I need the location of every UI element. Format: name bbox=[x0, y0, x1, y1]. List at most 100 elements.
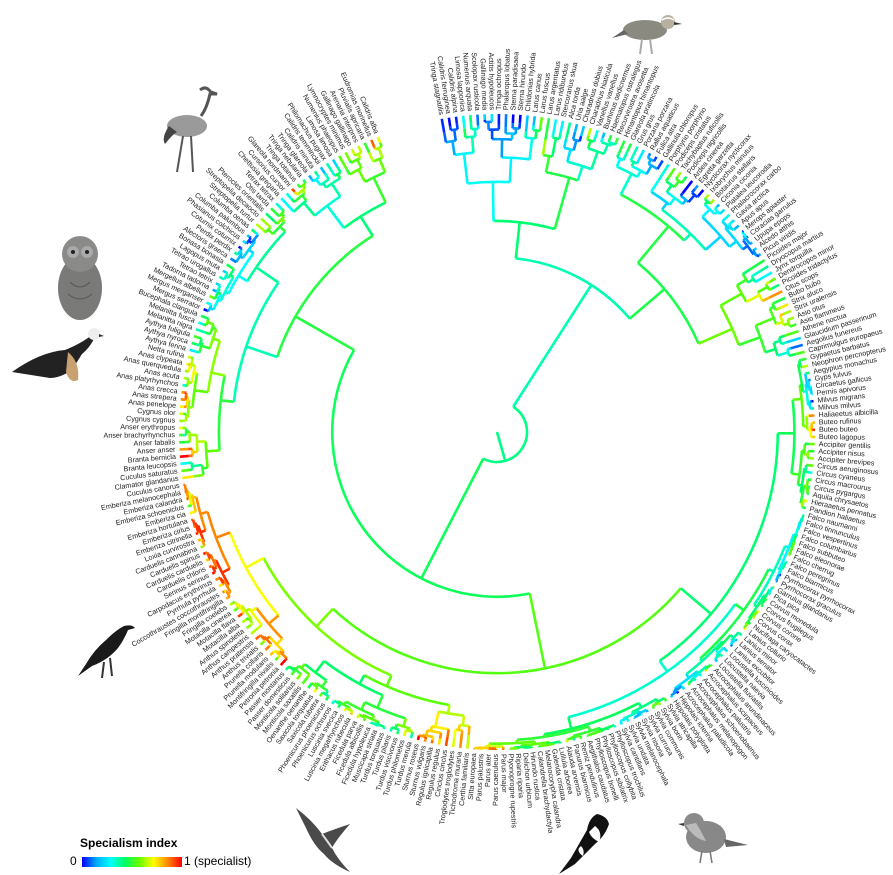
tree-branch bbox=[331, 171, 336, 177]
tree-branch bbox=[658, 702, 662, 706]
tree-arc bbox=[354, 151, 362, 157]
tree-branch bbox=[518, 114, 522, 123]
tree-branch bbox=[197, 321, 204, 326]
tree-branch bbox=[701, 208, 711, 218]
tree-branch bbox=[590, 151, 599, 170]
tree-branch bbox=[607, 139, 611, 143]
tree-branch bbox=[512, 284, 593, 408]
tree-branch bbox=[752, 248, 755, 252]
tree-branch bbox=[789, 316, 795, 321]
tree-branch bbox=[326, 695, 330, 699]
tree-branch bbox=[246, 234, 251, 238]
tree-branch bbox=[237, 245, 242, 249]
tree-branch bbox=[734, 603, 745, 612]
species-label: Milvus milvus bbox=[818, 400, 862, 412]
tree-branch bbox=[372, 176, 387, 204]
tree-branch bbox=[272, 649, 276, 654]
tree-branch bbox=[704, 669, 708, 673]
tree-arc bbox=[802, 443, 807, 455]
tree-branch bbox=[244, 241, 248, 245]
tree-branch bbox=[727, 221, 733, 226]
tree-branch bbox=[531, 125, 535, 131]
tree-branch bbox=[462, 153, 469, 184]
tree-branch bbox=[768, 592, 772, 596]
tree-branch bbox=[761, 296, 770, 303]
tree-branch bbox=[698, 672, 701, 676]
tree-branch bbox=[661, 201, 669, 211]
tree-branch bbox=[544, 118, 551, 141]
tree-arc bbox=[467, 180, 510, 185]
crane-illustration bbox=[163, 86, 218, 173]
tree-branch bbox=[187, 355, 192, 359]
tree-branch bbox=[348, 160, 353, 164]
tree-arc bbox=[516, 725, 590, 742]
species-label: Buteo rufinus bbox=[819, 416, 862, 426]
tree-branch bbox=[262, 229, 267, 234]
tree-arc bbox=[218, 576, 225, 585]
tree-branch bbox=[200, 545, 204, 549]
tree-branch bbox=[319, 166, 326, 175]
tree-branch bbox=[314, 686, 319, 691]
tree-branch bbox=[442, 132, 448, 143]
tree-branch bbox=[248, 235, 252, 240]
tree-branch bbox=[721, 217, 727, 223]
tree-branch bbox=[567, 716, 573, 730]
tree-branch bbox=[755, 316, 775, 327]
tree-branch bbox=[202, 551, 206, 556]
tree-branch bbox=[733, 224, 740, 231]
tree-arc bbox=[568, 603, 737, 719]
tree-branch bbox=[337, 704, 342, 709]
tree-branch bbox=[306, 673, 311, 678]
tree-branch bbox=[622, 150, 629, 161]
tree-branch bbox=[750, 241, 754, 245]
tree-arc bbox=[771, 303, 777, 311]
tree-arc bbox=[217, 375, 226, 451]
tree-branch bbox=[263, 639, 267, 643]
tree-branch bbox=[446, 704, 451, 714]
tree-branch bbox=[250, 622, 254, 626]
tree-branch bbox=[625, 717, 629, 721]
tree-branch bbox=[651, 705, 655, 708]
tree-arc bbox=[204, 318, 210, 326]
tree-branch bbox=[416, 735, 421, 741]
species-label: Cygnus cygnus bbox=[126, 414, 176, 425]
tree-branch bbox=[652, 706, 656, 710]
tree-branch bbox=[447, 117, 452, 127]
legend: Specialism index 0 1 (specialist) bbox=[70, 836, 270, 872]
tree-branch bbox=[768, 290, 783, 299]
tree-branch bbox=[617, 140, 626, 155]
tree-arc bbox=[616, 165, 638, 178]
tree-branch bbox=[586, 135, 590, 141]
tree-branch bbox=[749, 258, 766, 271]
tree-branch bbox=[195, 328, 207, 334]
tree-branch bbox=[402, 731, 407, 737]
tree-arc bbox=[616, 156, 624, 162]
tree-branch bbox=[768, 287, 773, 292]
tree-branch bbox=[734, 638, 738, 642]
tree-arc bbox=[545, 171, 579, 182]
tree-branch bbox=[680, 179, 686, 184]
tree-branch bbox=[657, 159, 664, 168]
plover-illustration bbox=[612, 15, 682, 55]
tree-branch bbox=[221, 590, 225, 594]
tree-branch bbox=[469, 122, 473, 130]
tree-branch bbox=[254, 231, 259, 236]
tree-branch bbox=[754, 275, 765, 284]
tree-branch bbox=[664, 177, 670, 182]
tree-branch bbox=[736, 278, 747, 287]
tree-branch bbox=[218, 576, 221, 580]
tree-branch bbox=[363, 142, 371, 154]
tree-branch bbox=[613, 725, 617, 728]
tree-arc bbox=[608, 140, 616, 146]
tree-branch bbox=[225, 263, 234, 270]
tree-branch bbox=[601, 132, 606, 139]
tree-branch bbox=[331, 158, 339, 168]
species-label: Anser fabalis bbox=[133, 437, 175, 447]
tree-branch bbox=[775, 296, 786, 304]
tree-branch bbox=[626, 143, 633, 152]
tree-branch bbox=[770, 283, 780, 290]
tree-arc bbox=[804, 479, 810, 491]
tree-branch bbox=[208, 302, 212, 306]
tree-branch bbox=[324, 697, 329, 701]
tree-branch bbox=[687, 194, 696, 203]
